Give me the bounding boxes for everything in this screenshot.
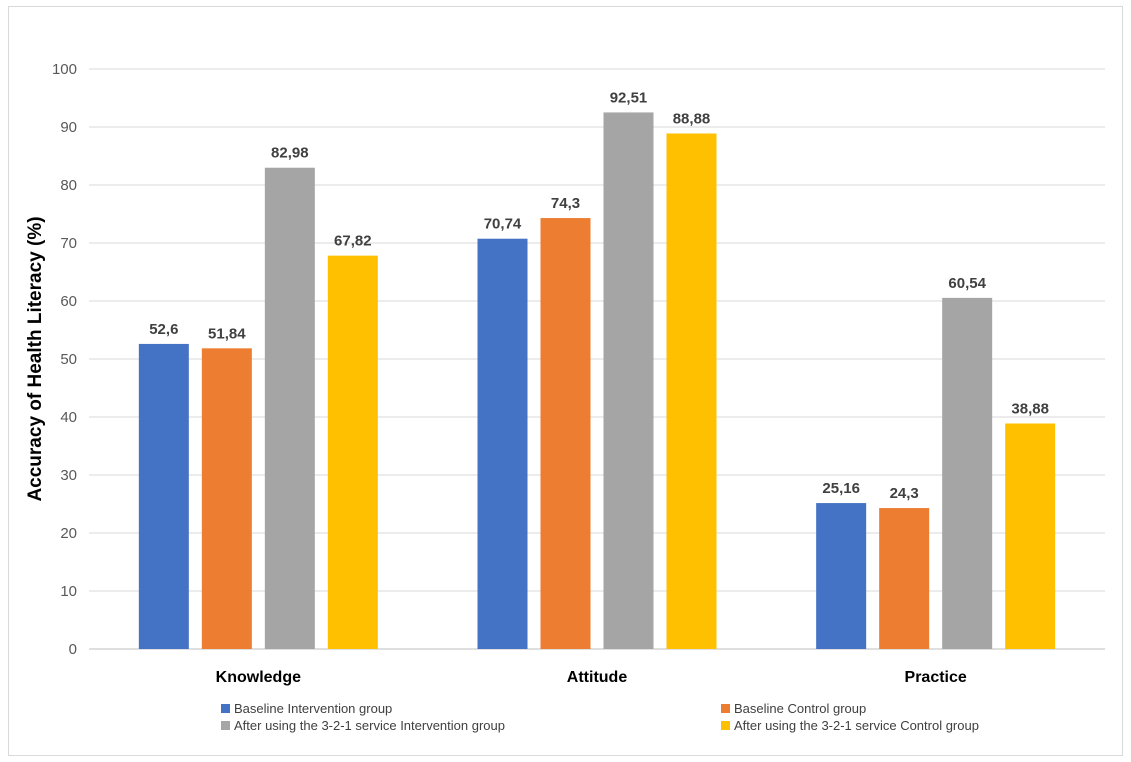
y-tick-label: 100 (52, 61, 77, 78)
legend-label: Baseline Intervention group (234, 701, 392, 716)
data-labels: 52,6 51,84 82,98 67,82 70,74 74,3 92,51 88,88 25… (149, 89, 1049, 502)
y-tick-label: 90 (60, 119, 77, 136)
y-tick-label: 40 (60, 409, 77, 426)
x-axis-ticks: Knowledge Attitude Practice (216, 669, 967, 686)
x-tick-label: Knowledge (216, 669, 301, 686)
data-label: 38,88 (1011, 400, 1049, 417)
bar-chart: 0 10 20 30 40 50 60 70 80 90 100 52,6 51,84 82,98 67,… (25, 61, 1105, 733)
bar (879, 508, 930, 649)
y-tick-label: 0 (69, 641, 77, 658)
y-tick-label: 80 (60, 177, 77, 194)
bar (138, 343, 189, 649)
y-axis-ticks: 0 10 20 30 40 50 60 70 80 90 100 (52, 61, 77, 658)
legend-swatch (221, 721, 230, 730)
y-tick-label: 10 (60, 583, 77, 600)
bar (603, 112, 654, 649)
data-label: 51,84 (208, 325, 246, 342)
data-label: 25,16 (822, 480, 860, 497)
bar (327, 255, 378, 650)
legend-item: After using the 3-2-1 service Control gr… (721, 718, 979, 733)
bar (942, 297, 993, 649)
data-label: 67,82 (334, 233, 372, 250)
y-tick-label: 30 (60, 467, 77, 484)
x-tick-label: Attitude (567, 669, 628, 686)
data-label: 74,3 (551, 195, 580, 212)
x-tick-label: Practice (905, 669, 967, 686)
legend-label: After using the 3-2-1 service Control gr… (734, 718, 979, 733)
y-tick-label: 70 (60, 235, 77, 252)
bar (1005, 423, 1056, 649)
bar (666, 133, 717, 650)
legend-item: Baseline Control group (721, 701, 866, 716)
y-tick-label: 60 (60, 293, 77, 310)
bars (138, 112, 1056, 650)
bar (540, 218, 591, 649)
data-label: 82,98 (271, 145, 309, 162)
data-label: 88,88 (673, 110, 711, 127)
bar (816, 503, 867, 649)
y-axis-title: Accuracy of Health Literacy (%) (25, 216, 46, 501)
legend-swatch (721, 721, 730, 730)
y-tick-label: 20 (60, 525, 77, 542)
legend-label: After using the 3-2-1 service Interventi… (234, 718, 505, 733)
legend-label: Baseline Control group (734, 701, 866, 716)
y-tick-label: 50 (60, 351, 77, 368)
legend-item: Baseline Intervention group (221, 701, 392, 716)
data-label: 70,74 (484, 216, 522, 233)
bar (477, 238, 528, 649)
gridlines (89, 68, 1105, 650)
data-label: 52,6 (149, 321, 178, 338)
legend-item: After using the 3-2-1 service Interventi… (221, 718, 505, 733)
legend: Baseline Intervention group Baseline Cont… (221, 701, 979, 733)
legend-swatch (221, 704, 230, 713)
data-label: 60,54 (948, 275, 986, 292)
data-label: 24,3 (890, 485, 919, 502)
chart-frame: 0 10 20 30 40 50 60 70 80 90 100 52,6 51,84 82,98 67,… (8, 6, 1123, 756)
bar (201, 348, 252, 649)
bar (264, 167, 315, 649)
legend-swatch (721, 704, 730, 713)
data-label: 92,51 (610, 89, 648, 106)
